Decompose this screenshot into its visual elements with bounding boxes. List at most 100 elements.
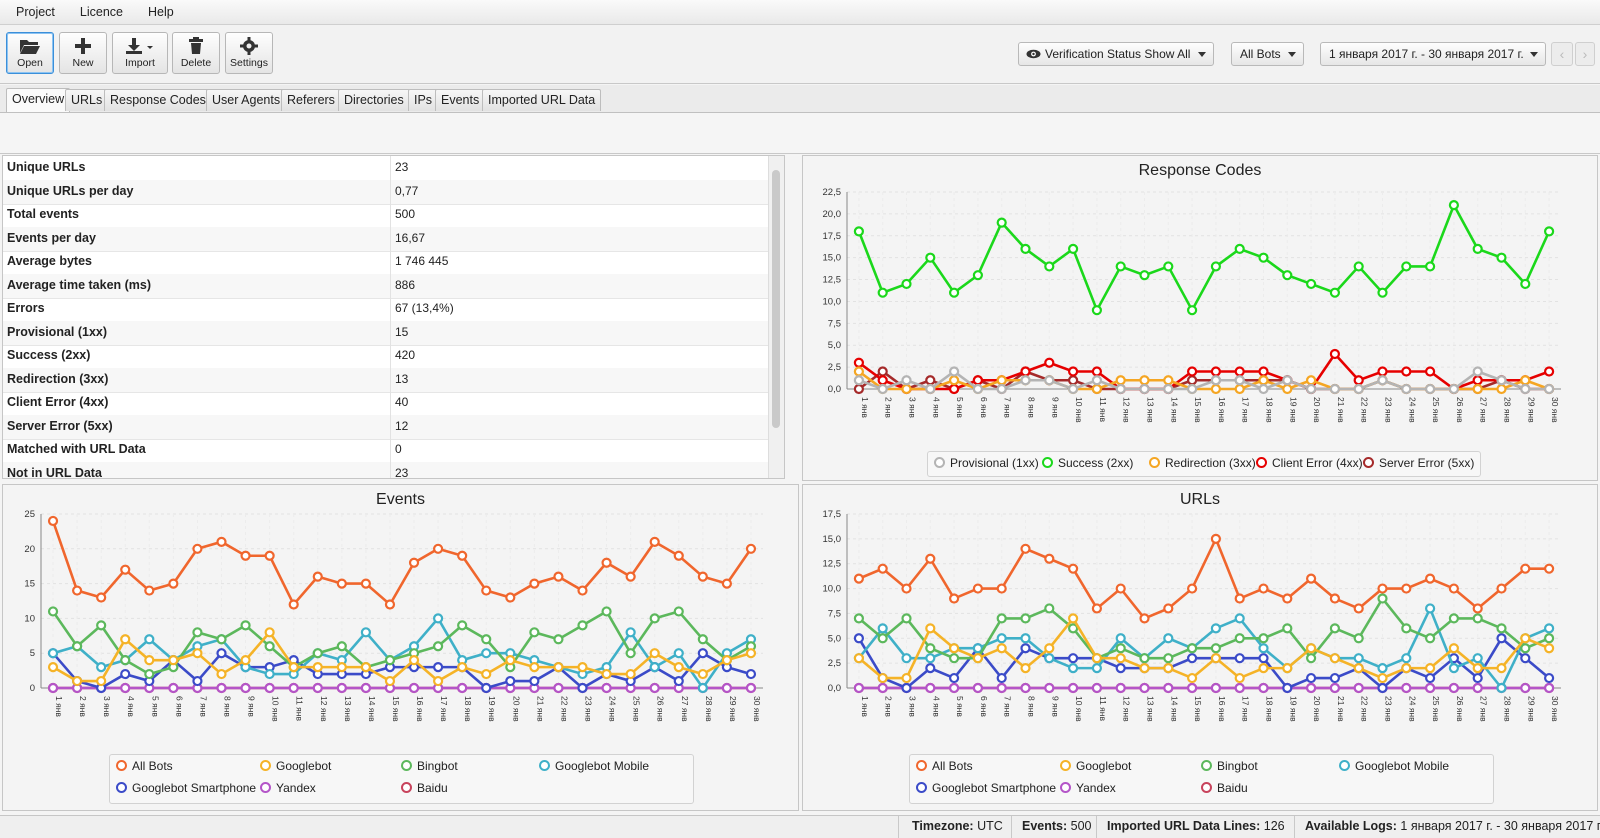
data-point xyxy=(384,675,396,687)
events-panel: Events 0 5 10 15 20 25 1 янв 2 янв 3 янв 4 янв 5 я… xyxy=(2,484,799,811)
data-point xyxy=(1543,366,1555,377)
tab-user-agents[interactable]: User Agents xyxy=(206,89,287,111)
stats-row[interactable]: Average time taken (ms) 886 xyxy=(3,273,771,299)
data-point xyxy=(264,550,275,561)
data-point xyxy=(972,682,983,694)
legend-item[interactable]: Googlebot Smartphone xyxy=(116,781,256,795)
legend-label: Googlebot Mobile xyxy=(1355,759,1450,773)
menu-help[interactable]: Help xyxy=(148,5,174,19)
data-point xyxy=(1044,357,1055,368)
data-point xyxy=(120,682,131,694)
tab-response-codes[interactable]: Response Codes xyxy=(104,89,212,111)
data-point xyxy=(949,682,960,694)
data-point xyxy=(1543,623,1555,634)
legend-marker xyxy=(260,760,271,771)
stats-row[interactable]: Errors 67 (13,4%) xyxy=(3,297,771,322)
data-point xyxy=(1353,383,1364,395)
legend-item[interactable]: Googlebot Mobile xyxy=(1339,759,1449,773)
menu-licence[interactable]: Licence xyxy=(79,5,123,19)
y-tick-label: 2,5 xyxy=(828,658,841,669)
data-point xyxy=(1543,672,1555,684)
tab-directories[interactable]: Directories xyxy=(338,89,410,111)
stats-row[interactable]: Unique URLs 23 xyxy=(3,156,771,181)
legend-item[interactable]: Baidu xyxy=(1201,781,1248,795)
data-point xyxy=(601,668,612,680)
legend-marker xyxy=(1201,782,1212,793)
stat-value: 12 xyxy=(395,418,409,433)
data-point xyxy=(553,682,564,694)
legend-item[interactable]: Redirection (3xx) xyxy=(1149,456,1256,470)
data-point xyxy=(1068,663,1079,674)
data-point xyxy=(1448,200,1460,211)
data-point xyxy=(1091,603,1102,614)
legend-item[interactable]: Server Error (5xx) xyxy=(1363,456,1474,470)
legend-item[interactable]: Googlebot xyxy=(1060,759,1131,773)
legend-item[interactable]: Googlebot Mobile xyxy=(539,759,649,773)
next-period-button[interactable]: › xyxy=(1575,42,1595,66)
stats-row[interactable]: Not in URL Data 23 xyxy=(3,461,771,478)
bots-dropdown[interactable]: All Bots xyxy=(1231,42,1304,66)
stats-row[interactable]: Total events 500 xyxy=(3,203,771,228)
x-tick-label: 7 янв xyxy=(1003,696,1013,717)
data-point xyxy=(949,375,960,386)
stats-scrollbar[interactable] xyxy=(768,156,784,478)
stats-row[interactable]: Matched with URL Data 0 xyxy=(3,438,771,463)
legend-item[interactable]: Googlebot xyxy=(260,759,331,773)
x-tick-label: 3 янв xyxy=(102,696,112,717)
stats-row[interactable]: Success (2xx) 420 xyxy=(3,344,771,369)
tab-events[interactable]: Events xyxy=(435,89,486,111)
stats-row[interactable]: Average bytes 1 746 445 xyxy=(3,250,771,275)
legend-item[interactable]: Client Error (4xx) xyxy=(1256,456,1363,470)
stats-row[interactable]: Client Error (4xx) 40 xyxy=(3,391,771,416)
data-point xyxy=(1306,383,1317,395)
legend-item[interactable]: All Bots xyxy=(116,759,173,773)
previous-period-button[interactable]: ‹ xyxy=(1551,42,1573,66)
legend-marker xyxy=(1363,457,1374,468)
delete-button[interactable]: Delete xyxy=(172,32,220,74)
data-point xyxy=(1377,287,1388,298)
data-point xyxy=(1472,653,1483,664)
stat-key: Events per day xyxy=(7,230,96,245)
stats-row[interactable]: Server Error (5xx) 12 xyxy=(3,414,771,440)
x-tick-label: 27 янв xyxy=(1479,696,1489,722)
tab-referers[interactable]: Referers xyxy=(281,89,341,111)
x-tick-label: 22 янв xyxy=(1360,397,1370,423)
menu-project[interactable]: Project xyxy=(16,5,55,19)
y-tick-label: 15,0 xyxy=(823,534,842,545)
new-button[interactable]: New xyxy=(59,32,107,74)
legend-item[interactable]: Yandex xyxy=(1060,781,1116,795)
tab-ips[interactable]: IPs xyxy=(408,89,439,111)
legend-item[interactable]: Googlebot Smartphone xyxy=(916,781,1056,795)
stats-row[interactable]: Redirection (3xx) 13 xyxy=(3,367,771,393)
data-point xyxy=(577,620,588,631)
data-point xyxy=(649,682,660,694)
data-point xyxy=(1258,663,1269,674)
legend-item[interactable]: All Bots xyxy=(916,759,973,773)
legend-item[interactable]: Bingbot xyxy=(1201,759,1258,773)
stats-row[interactable]: Unique URLs per day 0,77 xyxy=(3,179,771,205)
data-point xyxy=(1091,383,1102,395)
data-point xyxy=(1020,375,1031,386)
date-range-dropdown[interactable]: 1 января 2017 г. - 30 января 2017 г. xyxy=(1320,42,1546,66)
open-button[interactable]: Open xyxy=(6,32,54,74)
tab-overview[interactable]: Overview xyxy=(6,88,71,112)
stats-row[interactable]: Provisional (1xx) 15 xyxy=(3,320,771,346)
legend-item[interactable]: Baidu xyxy=(401,781,448,795)
legend-item[interactable]: Provisional (1xx) xyxy=(934,456,1039,470)
legend-item[interactable]: Yandex xyxy=(260,781,316,795)
tab-urls[interactable]: URLs xyxy=(65,89,109,111)
data-point xyxy=(877,375,888,386)
data-point xyxy=(577,662,588,673)
legend-item[interactable]: Bingbot xyxy=(401,759,458,773)
settings-button[interactable]: Settings xyxy=(225,32,273,74)
legend-item[interactable]: Success (2xx) xyxy=(1042,456,1133,470)
verification-status-dropdown[interactable]: Verification Status Show All xyxy=(1018,42,1214,66)
stats-row[interactable]: Events per day 16,67 xyxy=(3,226,771,252)
legend-marker xyxy=(1042,457,1053,468)
download-icon xyxy=(113,33,167,57)
scrollbar-thumb[interactable] xyxy=(772,170,780,428)
data-point xyxy=(1258,633,1269,644)
import-button[interactable]: Import xyxy=(112,32,168,74)
legend-marker xyxy=(1339,760,1350,771)
tab-imported-url-data[interactable]: Imported URL Data xyxy=(482,89,602,111)
